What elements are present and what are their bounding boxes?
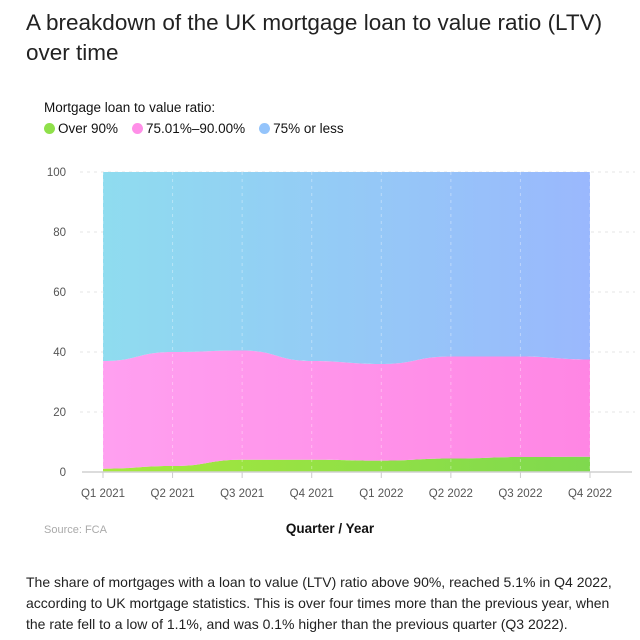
legend-swatch — [259, 123, 271, 134]
page-title: A breakdown of the UK mortgage loan to v… — [26, 10, 603, 65]
y-tick-label: 80 — [53, 227, 66, 239]
y-tick-label: 60 — [53, 287, 66, 299]
x-tick-label: Q2 2022 — [429, 488, 473, 500]
x-tick-label: Q3 2021 — [220, 488, 264, 500]
y-tick-label: 40 — [53, 347, 66, 359]
y-tick-label: 100 — [47, 167, 66, 179]
area-75-01-90-00- — [103, 350, 590, 469]
article-paragraph: The share of mortgages with a loan to va… — [26, 574, 612, 632]
x-tick-label: Q3 2022 — [498, 488, 542, 500]
y-tick-label: 20 — [53, 407, 66, 419]
source-note: Source: FCA — [44, 524, 107, 536]
legend-title: Mortgage loan to value ratio: — [44, 100, 216, 115]
area-over-90- — [103, 456, 590, 472]
x-tick-label: Q1 2022 — [359, 488, 403, 500]
legend-label: Over 90% — [58, 121, 119, 136]
legend-item-75-or-less: 75% or less — [259, 121, 344, 136]
legend-label: 75% or less — [273, 121, 344, 136]
x-tick-label: Q4 2022 — [568, 488, 612, 500]
legend-item-over-90: Over 90% — [44, 121, 118, 136]
legend-label: 75.01%–90.00% — [146, 121, 246, 136]
x-axis-label: Quarter / Year — [285, 521, 375, 536]
y-tick-label: 0 — [60, 467, 66, 479]
legend: Over 90% 75.01%–90.00% 75% or less — [44, 121, 344, 136]
x-tick-label: Q4 2021 — [290, 488, 334, 500]
area-75-or-less — [103, 172, 590, 364]
x-tick-label: Q2 2021 — [151, 488, 195, 500]
legend-swatch — [44, 123, 55, 134]
stacked-area-chart: 0 20 40 60 80 100 Q1 2021 Q2 2021 Q3 2021 Q4 2021… — [47, 167, 635, 500]
x-tick-label: Q1 2021 — [81, 488, 125, 500]
legend-item-75-90: 75.01%–90.00% — [132, 121, 245, 136]
legend-swatch — [132, 123, 144, 134]
